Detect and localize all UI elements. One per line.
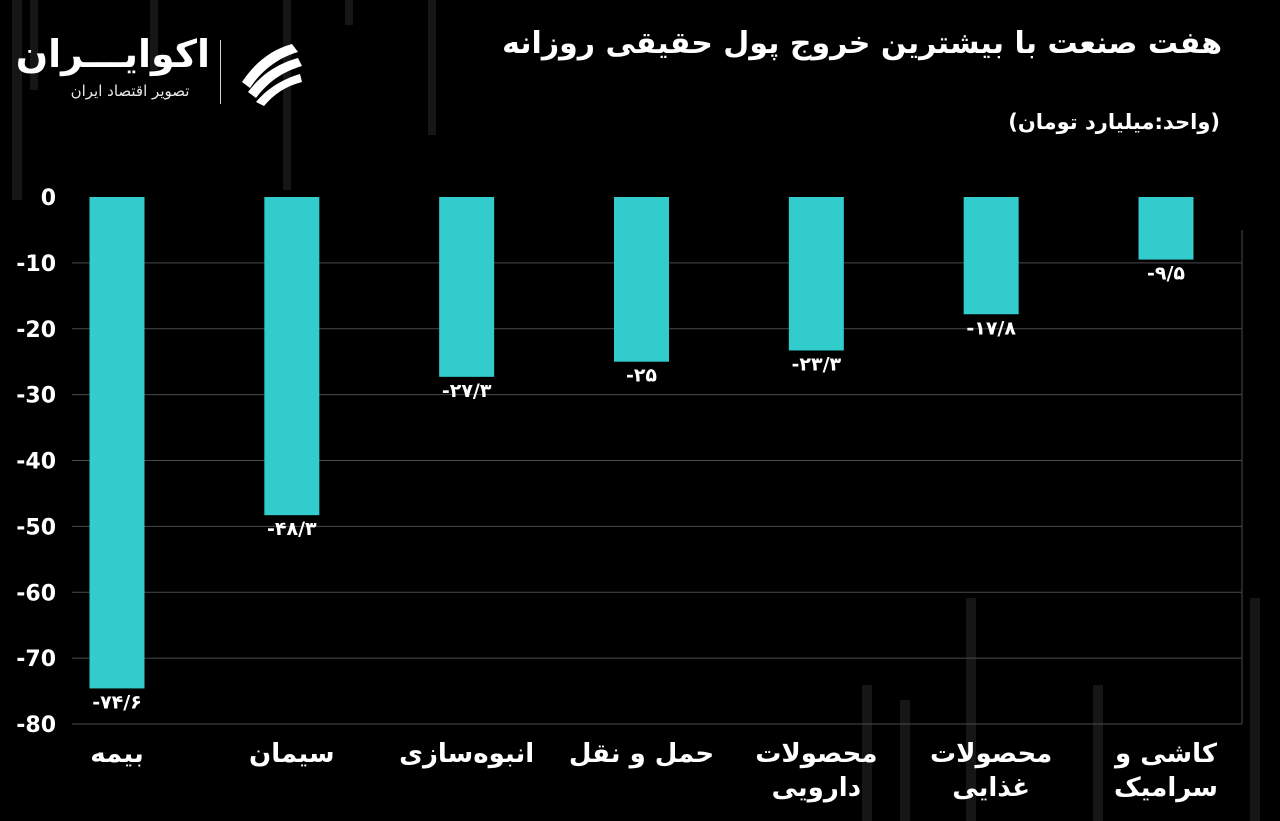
category-label: سیمان	[249, 739, 335, 769]
y-tick-label: 0	[41, 186, 56, 211]
y-tick-label: -60	[16, 581, 56, 606]
decor-candle	[1093, 685, 1103, 821]
bar-value-label: -۲۳/۳	[792, 353, 842, 375]
y-tick-label: -30	[16, 384, 56, 409]
decor-candle	[30, 0, 38, 90]
bar	[89, 197, 145, 689]
category-label: بیمه	[90, 739, 144, 769]
category-label: محصولات	[930, 739, 1052, 769]
bar	[614, 197, 669, 362]
bar-value-label: -۱۷/۸	[966, 317, 1016, 339]
bar-value-label: -۲۵	[626, 365, 657, 387]
decor-candle	[345, 0, 353, 25]
y-tick-label: -50	[16, 515, 56, 540]
bar-value-label: -۲۷/۳	[442, 380, 492, 402]
decor-candle	[428, 0, 436, 135]
bar	[1138, 197, 1194, 260]
bar-value-label: -۷۴/۶	[92, 691, 142, 713]
y-tick-label: -40	[16, 450, 56, 475]
brand-name: اکوایـــران	[15, 32, 210, 76]
brand-logo: اکوایـــران تصویر اقتصاد ایران	[15, 32, 320, 112]
decor-candle	[1250, 598, 1260, 821]
category-label: سرامیک	[1114, 773, 1218, 803]
decor-candle	[283, 0, 291, 190]
y-tick-label: -20	[16, 318, 56, 343]
bar	[439, 197, 495, 377]
y-tick-label: -10	[16, 252, 56, 277]
bar	[264, 197, 320, 516]
chart-title: هفت صنعت با بیشترین خروج پول حقیقی روزان…	[502, 26, 1222, 61]
decor-candle	[862, 685, 872, 821]
decor-candle	[966, 598, 976, 821]
bar	[788, 197, 844, 351]
category-label: غذایی	[952, 773, 1030, 803]
category-label: انبوه‌سازی	[399, 739, 534, 769]
y-tick-label: -70	[16, 647, 56, 672]
category-label: دارویی	[772, 773, 861, 803]
logo-divider	[220, 40, 221, 104]
category-label: محصولات	[755, 739, 877, 769]
bar	[963, 197, 1019, 315]
category-label: کاشی و	[1113, 739, 1218, 769]
y-tick-label: -80	[16, 713, 56, 738]
decor-candle	[150, 0, 158, 70]
brand-tagline: تصویر اقتصاد ایران	[70, 82, 190, 100]
brand-mark-icon	[242, 44, 302, 106]
category-label: حمل و نقل	[569, 739, 714, 769]
decor-candle	[12, 0, 22, 200]
decor-candle	[900, 700, 910, 821]
unit-label: (واحد:میلیارد تومان)	[1008, 110, 1220, 134]
bar-value-label: -۹/۵	[1147, 263, 1185, 285]
bar-value-label: -۴۸/۳	[267, 518, 317, 540]
